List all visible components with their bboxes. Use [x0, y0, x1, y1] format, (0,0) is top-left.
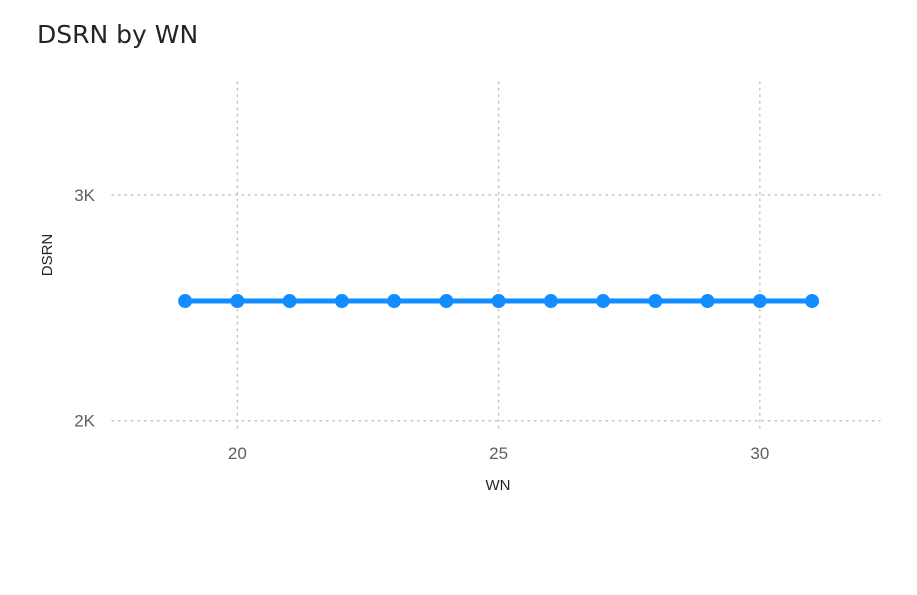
x-tick-label: 25 [489, 444, 508, 463]
y-axis-ticks: 2K 3K [74, 186, 95, 431]
data-point[interactable] [543, 294, 558, 309]
x-tick-label: 20 [228, 444, 247, 463]
data-point[interactable] [805, 294, 820, 309]
data-point[interactable] [282, 294, 297, 309]
y-tick-label: 2K [74, 412, 95, 431]
data-point[interactable] [596, 294, 611, 309]
data-point[interactable] [491, 294, 506, 309]
y-tick-label: 3K [74, 186, 95, 205]
data-point[interactable] [648, 294, 663, 309]
data-point[interactable] [334, 294, 349, 309]
data-point[interactable] [178, 294, 193, 309]
x-tick-label: 30 [750, 444, 769, 463]
data-point[interactable] [439, 294, 454, 309]
chart-title: DSRN by WN [37, 20, 199, 49]
x-axis-title: WN [486, 477, 511, 494]
x-axis-ticks: 20 25 30 [228, 444, 769, 463]
y-axis-title: DSRN [39, 234, 56, 277]
data-point[interactable] [700, 294, 715, 309]
data-point[interactable] [752, 294, 767, 309]
data-point[interactable] [387, 294, 402, 309]
data-point[interactable] [230, 294, 245, 309]
series-group [178, 294, 820, 309]
grid-lines [111, 81, 881, 433]
